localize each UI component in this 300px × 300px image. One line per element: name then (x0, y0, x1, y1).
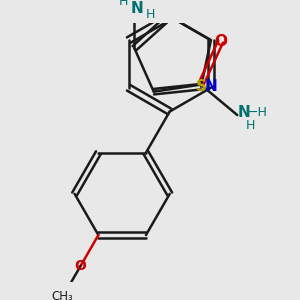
Text: O: O (75, 259, 86, 273)
Text: H: H (245, 119, 255, 132)
Text: N: N (238, 105, 251, 120)
Text: CH₃: CH₃ (52, 290, 74, 300)
Text: H: H (146, 8, 156, 21)
Text: O: O (214, 34, 227, 49)
Text: S: S (196, 79, 206, 94)
Text: N: N (205, 79, 217, 94)
Text: −H: −H (248, 106, 268, 118)
Text: N: N (131, 2, 144, 16)
Text: H: H (119, 0, 128, 8)
